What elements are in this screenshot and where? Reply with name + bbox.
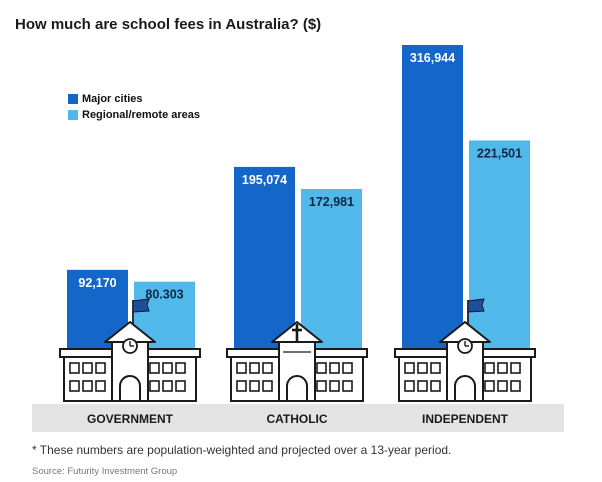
window [329,362,340,374]
category-label-government: GOVERNMENT [87,412,174,426]
window [430,362,441,374]
window [175,362,186,374]
source-note: Source: Futurity Investment Group [32,466,178,477]
window [342,362,353,374]
window [404,380,415,392]
window [404,362,415,374]
legend-swatch-regional [68,110,78,120]
window [162,380,173,392]
school-building-icon-independent [394,298,536,402]
legend-label-regional: Regional/remote areas [82,109,200,121]
window [236,362,247,374]
window [329,380,340,392]
flag-icon [132,298,150,313]
window [95,362,106,374]
window [262,362,273,374]
chart-title: How much are school fees in Australia? (… [15,16,322,33]
window [417,380,428,392]
data-label-regional-government: 80.303 [145,288,183,302]
school-building-icon-government [59,298,201,402]
window [82,380,93,392]
data-label-regional-catholic: 172,981 [309,195,354,209]
window [262,380,273,392]
footnote: * These numbers are population-weighted … [32,443,452,457]
window [69,380,80,392]
data-label-regional-independent: 221,501 [477,146,522,160]
window [162,362,173,374]
chart-canvas: 92,170 195,074 316,944 80.303 172,981 221,501… [32,45,564,432]
legend-label-major: Major cities [82,93,143,105]
window [484,362,495,374]
window [417,362,428,374]
school-building-icon-catholic [226,321,368,402]
window [249,380,260,392]
flag-icon [467,298,485,313]
window [497,380,508,392]
window [149,380,160,392]
building-door [454,375,476,401]
building-tower [278,339,316,402]
building-door [119,375,141,401]
legend-item-major: Major cities [68,93,143,105]
window [69,362,80,374]
ground-band [32,404,564,432]
legend-item-regional: Regional/remote areas [68,109,200,121]
legend-swatch-major [68,94,78,104]
data-label-major-government: 92,170 [78,276,116,290]
window [510,380,521,392]
category-label-independent: INDEPENDENT [422,412,509,426]
window [497,362,508,374]
bar-major-independent [402,45,463,376]
window [510,362,521,374]
window [175,380,186,392]
window [484,380,495,392]
window [236,380,247,392]
window [316,362,327,374]
data-label-major-catholic: 195,074 [242,173,287,187]
window [149,362,160,374]
window [342,380,353,392]
category-label-catholic: CATHOLIC [266,412,327,426]
window [82,362,93,374]
building-door [286,375,308,401]
data-label-major-independent: 316,944 [410,51,455,65]
window [316,380,327,392]
window [430,380,441,392]
window [249,362,260,374]
window [95,380,106,392]
